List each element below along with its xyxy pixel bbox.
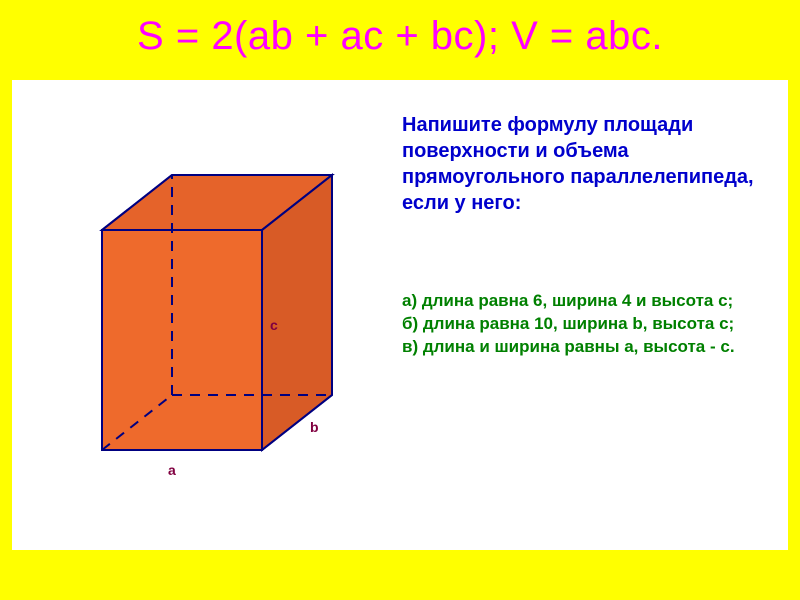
- label-b: b: [310, 419, 319, 435]
- cuboid-face-front: [102, 230, 262, 450]
- label-c: c: [270, 317, 278, 333]
- cuboid-diagram: a b c: [62, 130, 372, 510]
- question-b: б) длина равна 10, ширина b, высота c;: [402, 313, 774, 336]
- question-c: в) длина и ширина равны a, высота - c.: [402, 336, 774, 359]
- questions-block: а) длина равна 6, ширина 4 и высота c; б…: [402, 290, 774, 359]
- content-panel: a b c Напишите формулу площади поверхнос…: [12, 80, 788, 550]
- instruction-text: Напишите формулу площади поверхности и о…: [402, 112, 774, 216]
- slide-root: S = 2(ab + ac + bc); V = abc.: [0, 0, 800, 600]
- cuboid-svg: a b c: [62, 130, 372, 510]
- formulas-title: S = 2(ab + ac + bc); V = abc.: [0, 14, 800, 59]
- question-a: а) длина равна 6, ширина 4 и высота c;: [402, 290, 774, 313]
- label-a: a: [168, 462, 176, 478]
